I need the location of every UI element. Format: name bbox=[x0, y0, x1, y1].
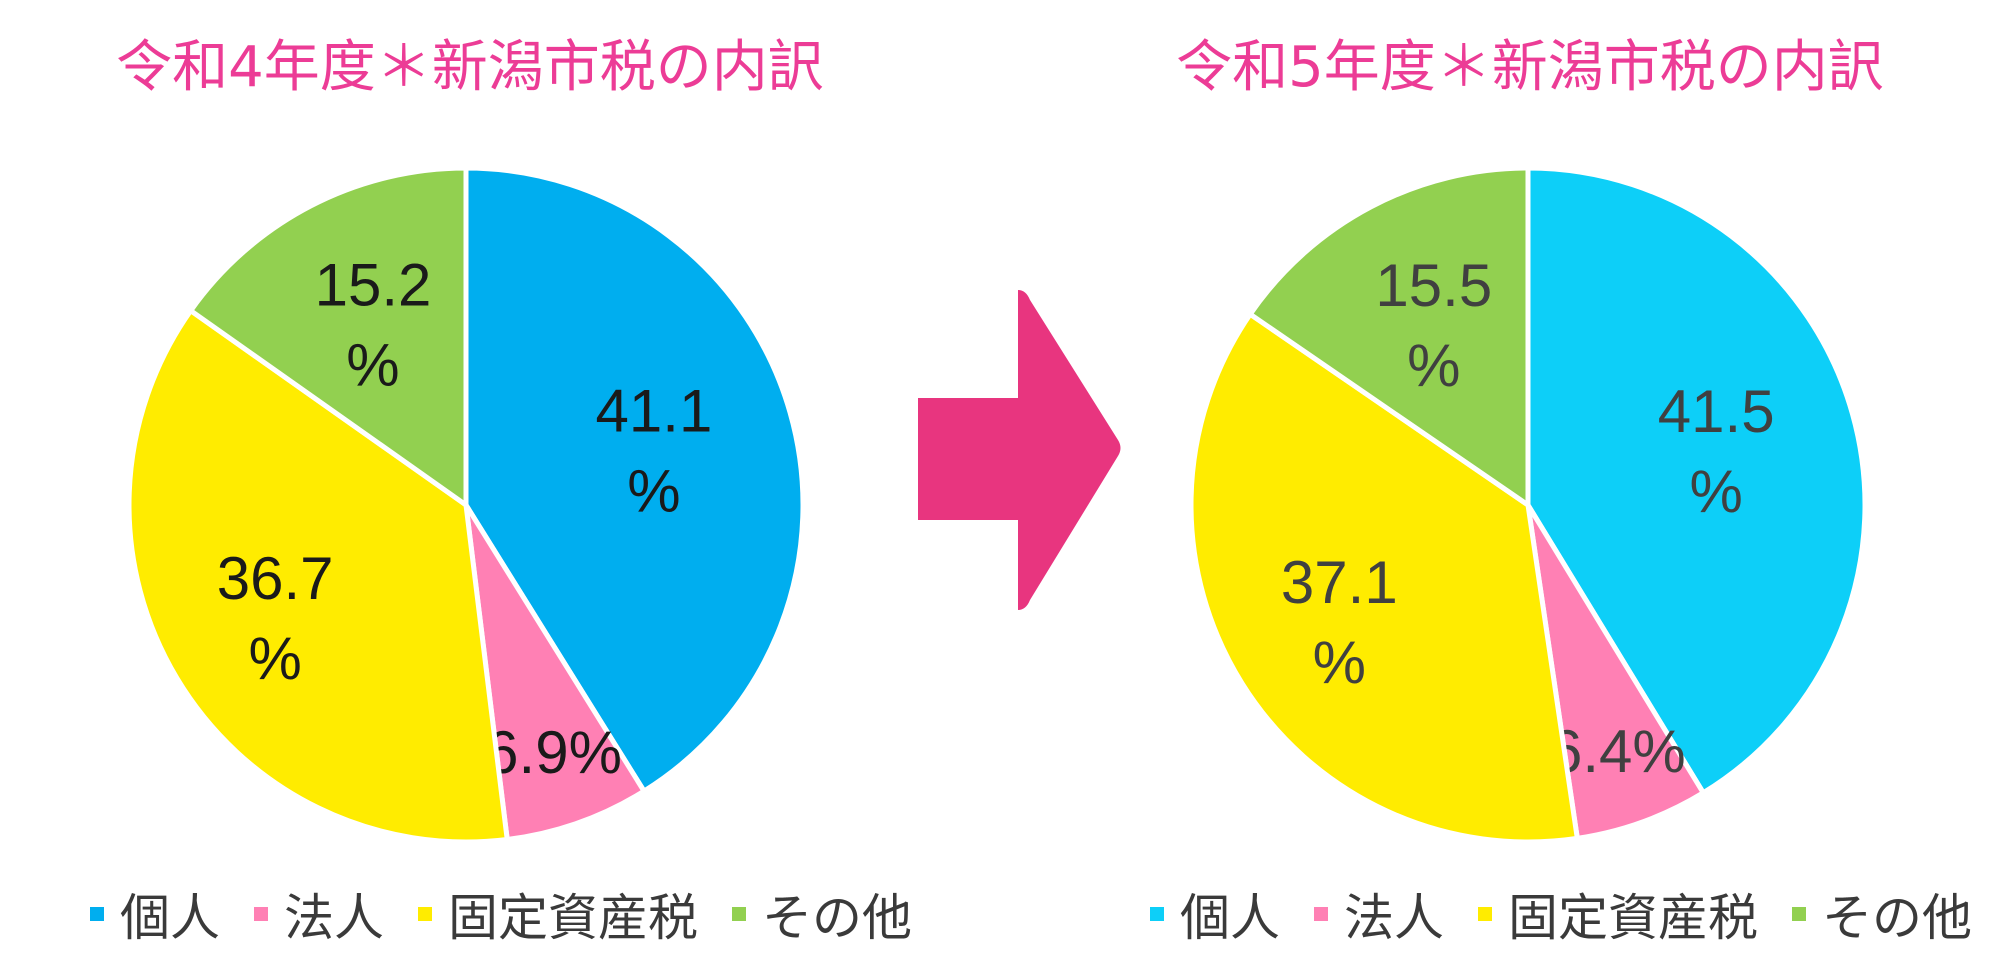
data-label-fixed-asset-tax: 37.1% bbox=[1281, 549, 1398, 696]
slice-individual bbox=[463, 165, 806, 795]
legend-label: その他 bbox=[762, 889, 912, 947]
data-label-other: 15.2% bbox=[315, 251, 432, 398]
legend-item-other: その他 bbox=[732, 878, 912, 950]
legend-label: 法人 bbox=[284, 889, 384, 947]
slice-other bbox=[1246, 165, 1531, 510]
legend-swatch bbox=[90, 907, 104, 921]
legend-label: 固定資産税 bbox=[448, 889, 698, 947]
slice-corporate bbox=[463, 503, 648, 843]
legend-label: 個人 bbox=[120, 889, 220, 947]
legend-label: 個人 bbox=[1180, 889, 1280, 947]
data-label-individual: 41.1% bbox=[596, 377, 713, 524]
legend-item-fixed-asset-tax: 固定資産税 bbox=[418, 878, 698, 950]
chart-title: 令和4年度＊新潟市税の内訳 bbox=[116, 35, 824, 100]
legend-label: その他 bbox=[1822, 889, 1972, 947]
legend-swatch bbox=[1478, 907, 1492, 921]
legend-item-corporate: 法人 bbox=[254, 878, 384, 950]
legend-item-corporate: 法人 bbox=[1314, 878, 1444, 950]
legend-swatch bbox=[254, 907, 268, 921]
legend-swatch bbox=[418, 907, 432, 921]
chart-title: 令和5年度＊新潟市税の内訳 bbox=[1176, 35, 1884, 100]
slice-individual bbox=[1525, 165, 1868, 797]
legend-label: 法人 bbox=[1344, 889, 1444, 947]
slice-fixed-asset-tax bbox=[126, 307, 511, 845]
data-label-corporate: 6.4% bbox=[1549, 718, 1686, 785]
data-label-corporate: 6.9% bbox=[485, 719, 622, 786]
legend-label: 固定資産税 bbox=[1508, 889, 1758, 947]
data-label-individual: 41.5% bbox=[1658, 378, 1775, 525]
slice-corporate bbox=[1525, 503, 1707, 842]
chart-panel-2022: 令和4年度＊新潟市税の内訳 41.1% 6.9% 36.7% 15.2% 個人 法人 固定… bbox=[90, 0, 950, 962]
legend-swatch bbox=[1150, 907, 1164, 921]
pie-chart-2022: 41.1 % 6.9% 36.7 % 15.2% bbox=[126, 165, 806, 845]
chart-panel-2023: 令和5年度＊新潟市税の内訳 41.5% 6.4% 37.1% 15.5% 個人 法人 固定… bbox=[1150, 0, 2005, 962]
legend-swatch bbox=[1314, 907, 1328, 921]
legend-swatch bbox=[1792, 907, 1806, 921]
data-label-fixed-asset-tax: 36.7% bbox=[217, 545, 334, 692]
legend-item-fixed-asset-tax: 固定資産税 bbox=[1478, 878, 1758, 950]
legend: 個人 法人 固定資産税 その他 bbox=[90, 878, 912, 950]
legend-item-individual: 個人 bbox=[90, 878, 220, 950]
pie-chart-2023: 41.5 % 6.4% 37.1 % 15.5% bbox=[1188, 165, 1868, 845]
legend: 個人 法人 固定資産税 その他 bbox=[1150, 878, 1972, 950]
legend-swatch bbox=[732, 907, 746, 921]
slice-other bbox=[187, 165, 469, 510]
legend-item-individual: 個人 bbox=[1150, 878, 1280, 950]
data-label-other: 15.5% bbox=[1375, 252, 1492, 399]
right-arrow-icon bbox=[918, 290, 1121, 610]
slice-fixed-asset-tax bbox=[1188, 310, 1581, 845]
legend-item-other: その他 bbox=[1792, 878, 1972, 950]
